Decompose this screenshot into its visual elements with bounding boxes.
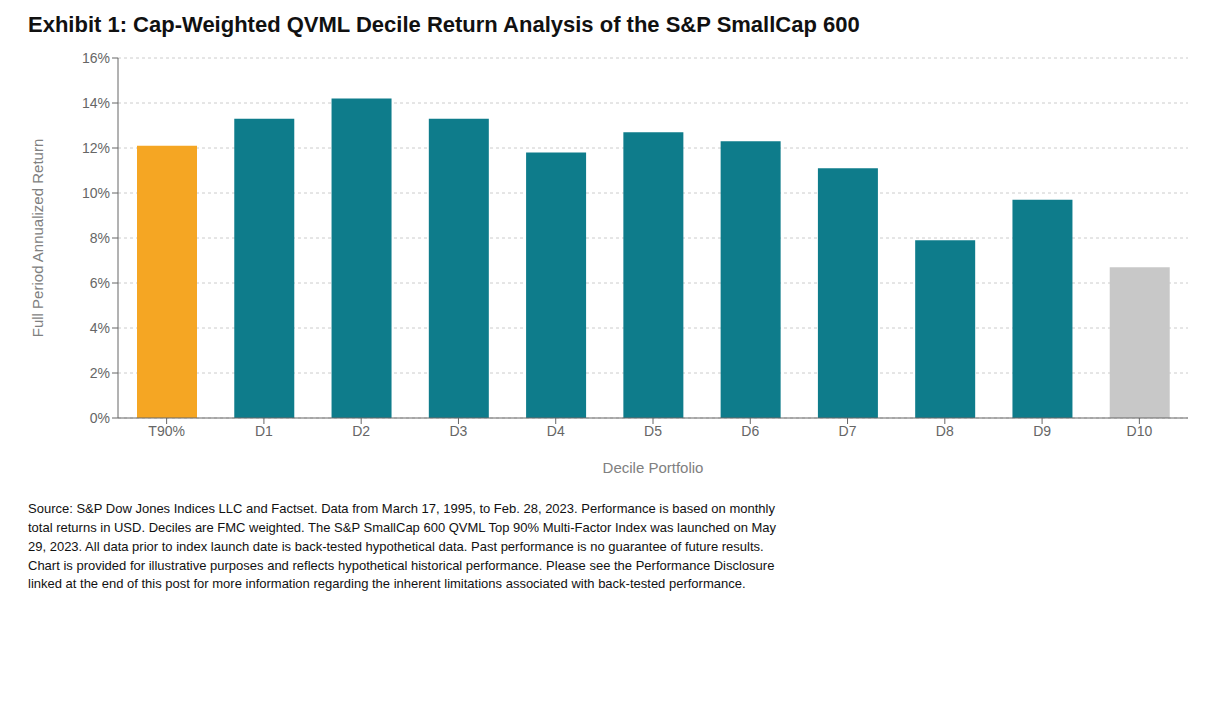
svg-text:6%: 6%	[90, 275, 110, 291]
svg-text:2%: 2%	[90, 365, 110, 381]
svg-text:D6: D6	[741, 423, 759, 439]
html-text:total returns in USD. Deciles: total returns in USD. Deciles are FMC we…	[28, 519, 777, 535]
svg-text:10%: 10%	[82, 185, 110, 201]
svg-text:D7: D7	[839, 423, 857, 439]
svg-text:16%: 16%	[82, 50, 110, 66]
svg-text:14%: 14%	[82, 95, 110, 111]
svg-text:T90%: T90%	[148, 423, 185, 439]
html-text:linked at the end of this post: linked at the end of this post for more …	[28, 576, 746, 592]
html-text:Chart is provided for illustra: Chart is provided for illustrative purpo…	[28, 557, 775, 573]
svg-text:0%: 0%	[90, 410, 110, 426]
svg-text:D9: D9	[1033, 423, 1051, 439]
html-text:Exhibit 1: Cap-Weighted QVML D: Exhibit 1: Cap-Weighted QVML Decile Retu…	[28, 12, 860, 37]
svg-text:D3: D3	[450, 423, 468, 439]
svg-text:12%: 12%	[82, 140, 110, 156]
svg-text:Decile Portfolio: Decile Portfolio	[603, 459, 704, 476]
svg-text:Full Period Annualized Return: Full Period Annualized Return	[29, 139, 46, 337]
svg-text:4%: 4%	[90, 320, 110, 336]
svg-text:D1: D1	[255, 423, 273, 439]
svg-text:D5: D5	[644, 423, 662, 439]
html-text:Source: S&P Dow Jones Indices: Source: S&P Dow Jones Indices LLC and Fa…	[28, 501, 775, 516]
svg-text:D8: D8	[936, 423, 954, 439]
svg-text:8%: 8%	[90, 230, 110, 246]
svg-text:D2: D2	[352, 423, 370, 439]
svg-text:D10: D10	[1127, 423, 1153, 439]
svg-text:D4: D4	[547, 423, 565, 439]
html-text:29, 2023. All data prior to in: 29, 2023. All data prior to index launch…	[28, 538, 764, 554]
